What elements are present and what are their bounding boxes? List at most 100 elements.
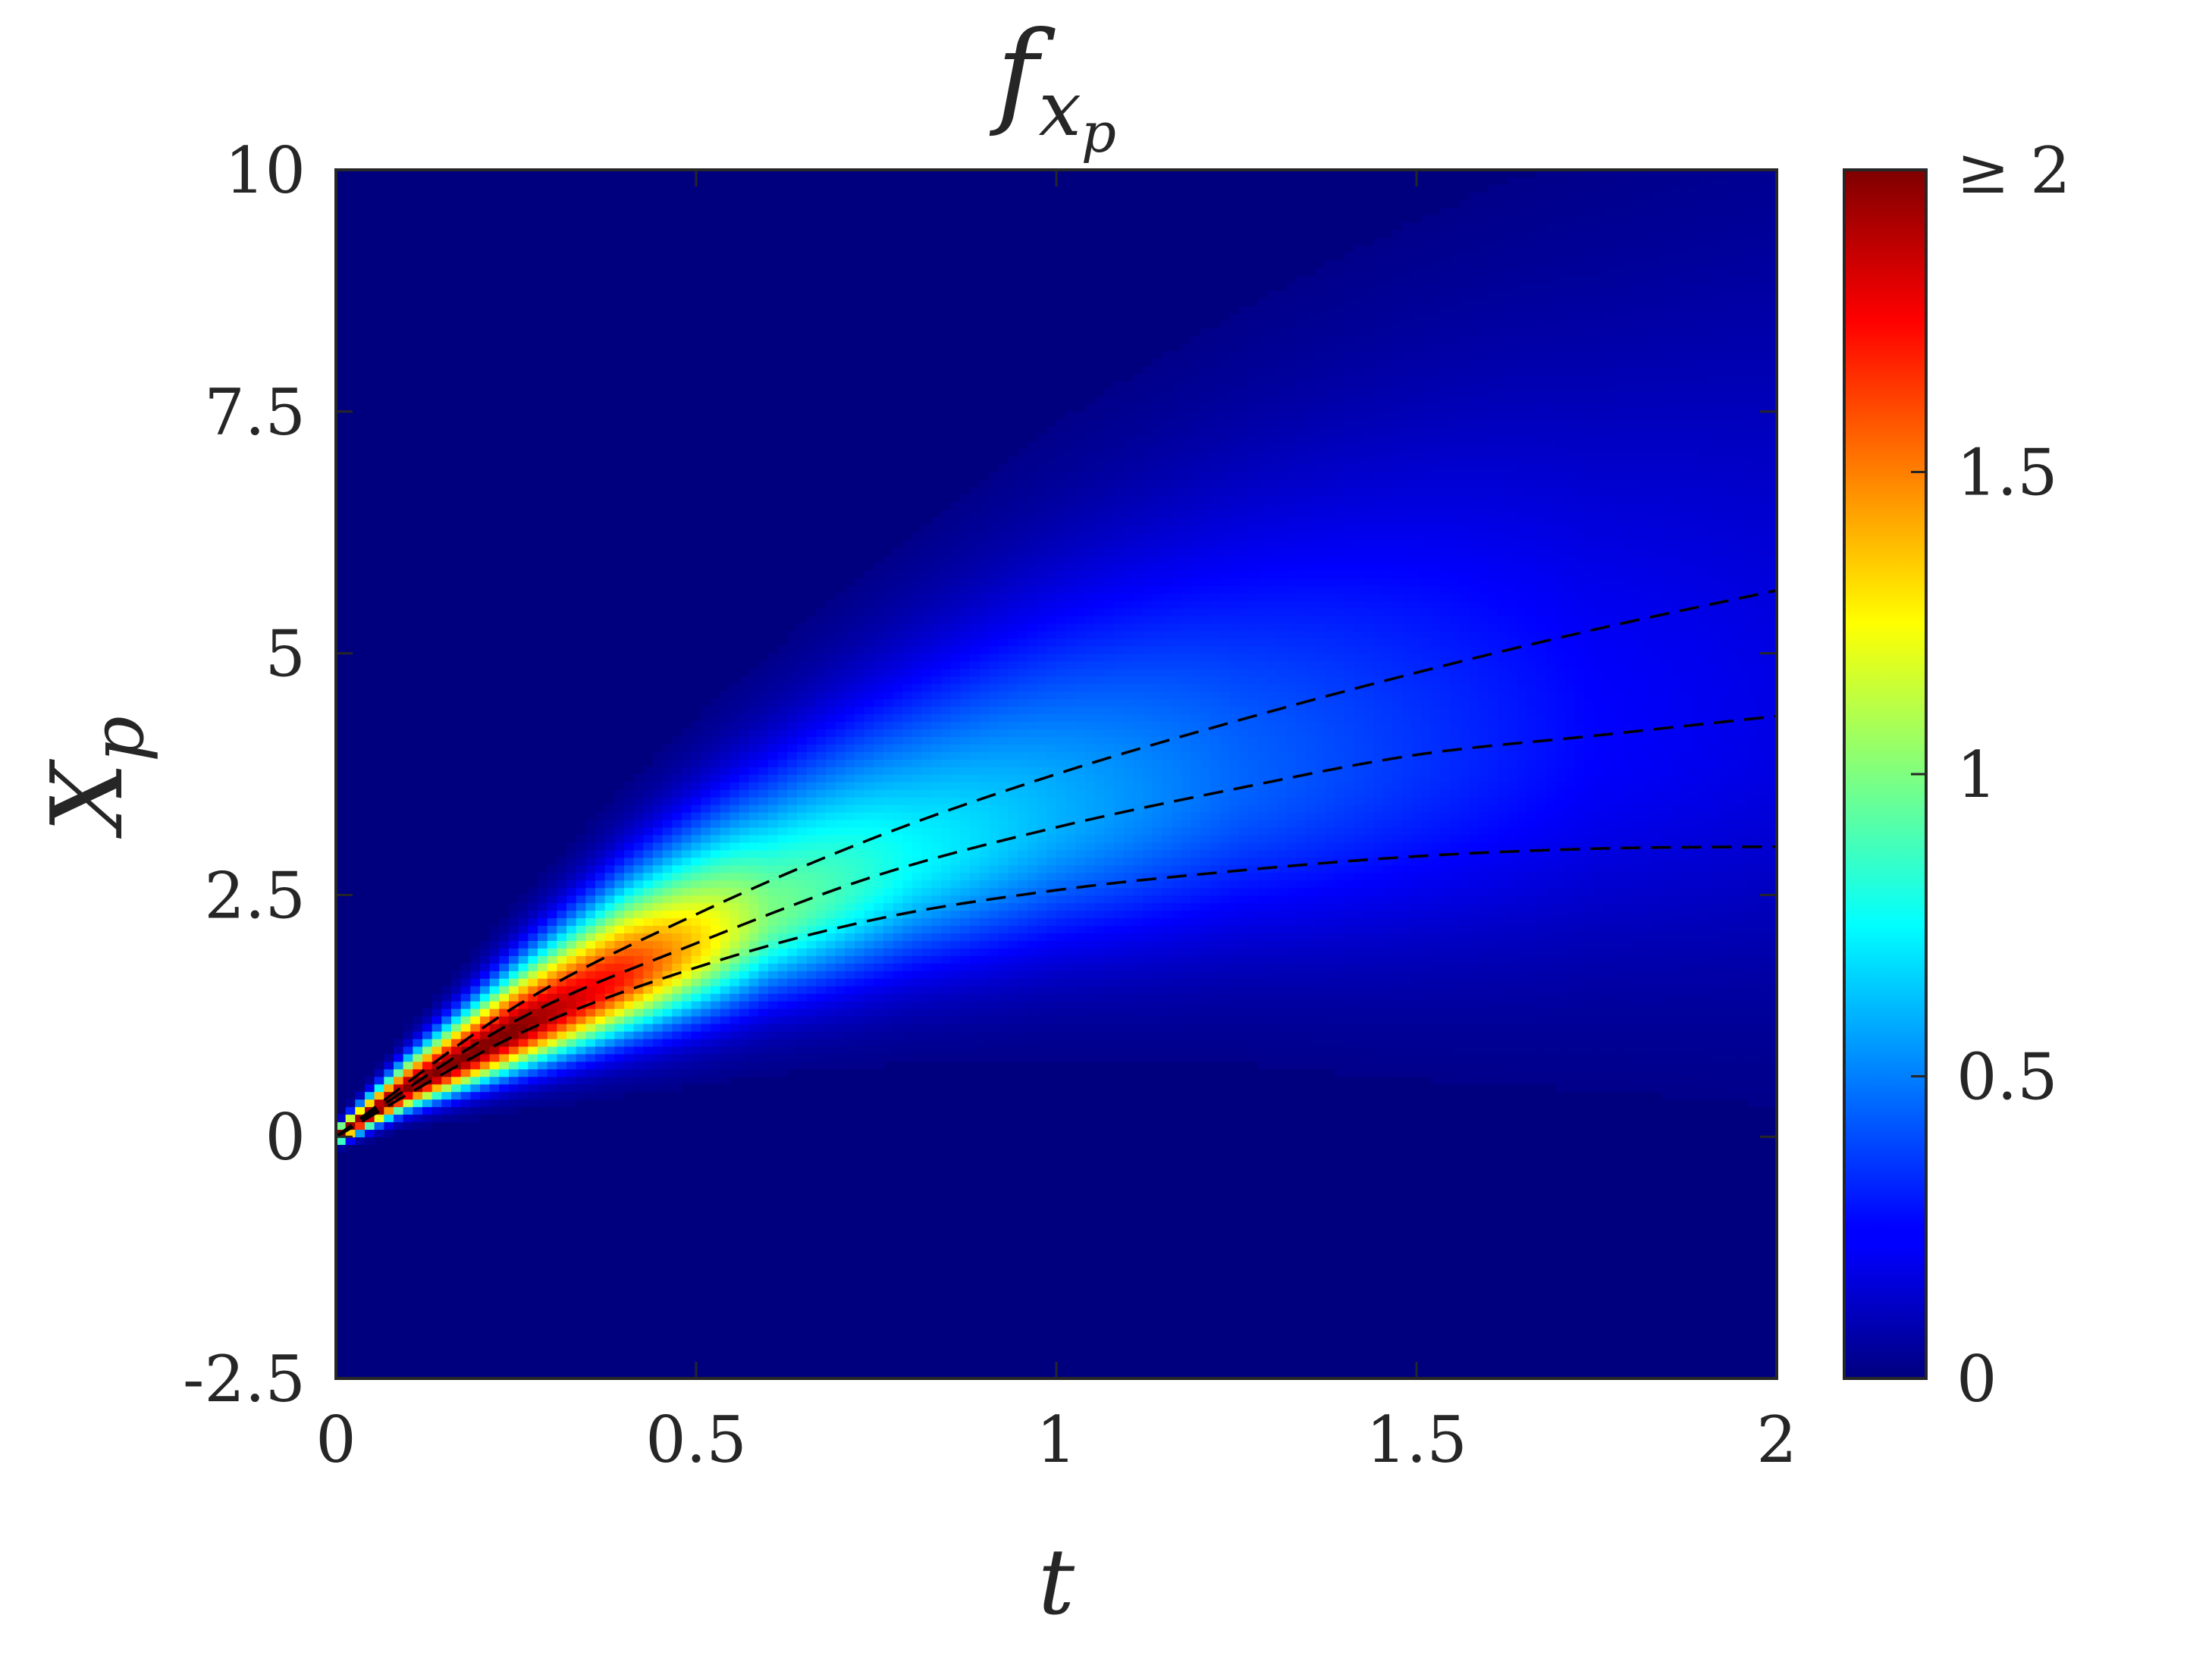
- heatmap-cell: [1104, 767, 1115, 775]
- heatmap-cell: [585, 1023, 596, 1032]
- heatmap-cell: [460, 1053, 472, 1062]
- heatmap-cell: [739, 864, 750, 873]
- heatmap-cell: [950, 940, 962, 949]
- heatmap-cell: [1181, 910, 1192, 919]
- heatmap-cell: [1143, 403, 1153, 412]
- heatmap-cell: [624, 811, 635, 820]
- heatmap-cell: [1094, 540, 1106, 548]
- heatmap-cell: [1123, 510, 1134, 519]
- heatmap-cell: [979, 570, 990, 579]
- heatmap-cell: [826, 706, 836, 715]
- heatmap-cell: [711, 910, 721, 919]
- heatmap-cell: [1046, 434, 1057, 443]
- heatmap-cell: [806, 691, 817, 700]
- heatmap-cell: [921, 540, 933, 548]
- heatmap-cell: [653, 1038, 664, 1047]
- heatmap-cell: [1056, 456, 1067, 466]
- heatmap-cell: [864, 570, 875, 579]
- heatmap-cell: [883, 1053, 894, 1062]
- heatmap-cell: [691, 842, 702, 851]
- heatmap-cell: [806, 1038, 817, 1047]
- heatmap-cell: [470, 963, 481, 971]
- heatmap-cell: [1172, 789, 1182, 798]
- heatmap-cell: [604, 1068, 616, 1077]
- heatmap-cell: [604, 971, 616, 979]
- heatmap-cell: [1133, 426, 1144, 435]
- heatmap-cell: [921, 804, 933, 813]
- heatmap-cell: [1018, 804, 1028, 813]
- heatmap-cell: [883, 744, 894, 752]
- heatmap-cell: [1162, 555, 1172, 563]
- heatmap-cell: [979, 517, 990, 526]
- heatmap-cell: [1123, 683, 1134, 692]
- heatmap-cell: [691, 955, 702, 964]
- heatmap-cell: [768, 736, 779, 745]
- heatmap-cell: [960, 849, 971, 858]
- heatmap-cell: [1123, 849, 1134, 858]
- heatmap-cell: [999, 1046, 1009, 1055]
- heatmap-cell: [643, 811, 654, 820]
- heatmap-cell: [960, 645, 971, 654]
- heatmap-cell: [855, 698, 865, 707]
- heatmap-cell: [1114, 479, 1125, 488]
- heatmap-cell: [720, 902, 731, 911]
- heatmap-cell: [1143, 660, 1153, 670]
- heatmap-cell: [624, 1061, 635, 1070]
- heatmap-cell: [653, 1046, 664, 1055]
- heatmap-cell: [643, 857, 654, 866]
- heatmap-cell: [912, 1000, 923, 1009]
- heatmap-cell: [624, 993, 635, 1002]
- heatmap-cell: [1152, 411, 1163, 420]
- heatmap-cell: [902, 925, 913, 934]
- heatmap-cell: [1200, 592, 1211, 601]
- heatmap-cell: [1085, 902, 1096, 911]
- heatmap-cell: [893, 676, 904, 685]
- heatmap-cell: [499, 1068, 510, 1077]
- heatmap-cell: [672, 1076, 682, 1085]
- heatmap-cell: [1018, 1038, 1028, 1047]
- heatmap-cell: [441, 1106, 452, 1115]
- heatmap-cell: [1104, 449, 1115, 458]
- heatmap-cell: [1104, 1000, 1115, 1009]
- heatmap-cell: [989, 736, 999, 745]
- heatmap-cell: [1075, 426, 1086, 435]
- heatmap-cell: [806, 872, 817, 881]
- heatmap-cell: [1037, 781, 1048, 790]
- heatmap-cell: [614, 933, 625, 941]
- heatmap-cell: [711, 948, 721, 956]
- heatmap-cell: [1037, 517, 1048, 526]
- heatmap-cell: [739, 1068, 750, 1077]
- heatmap-cell: [1133, 510, 1144, 519]
- heatmap-cell: [653, 1015, 664, 1024]
- heatmap-cell: [1018, 517, 1028, 526]
- heatmap-cell: [653, 925, 664, 934]
- heatmap-cell: [989, 510, 999, 519]
- heatmap-cell: [1172, 1015, 1182, 1024]
- heatmap-cell: [1191, 985, 1201, 994]
- heatmap-cell: [855, 993, 865, 1002]
- heatmap-cell: [691, 880, 702, 889]
- heatmap-cell: [585, 940, 596, 949]
- heatmap-cell: [768, 872, 779, 881]
- heatmap-cell: [682, 1008, 692, 1017]
- heatmap-cell: [979, 555, 990, 563]
- heatmap-cell: [701, 1076, 711, 1085]
- heatmap-cell: [979, 1053, 990, 1062]
- heatmap-cell: [739, 993, 750, 1002]
- heatmap-cell: [787, 729, 798, 737]
- heatmap-cell: [1028, 977, 1038, 986]
- heatmap-cell: [855, 910, 865, 919]
- heatmap-cell: [1018, 811, 1028, 820]
- heatmap-cell: [1028, 630, 1038, 639]
- heatmap-cell: [1191, 411, 1201, 420]
- heatmap-cell: [826, 811, 836, 820]
- heatmap-cell: [960, 1030, 971, 1040]
- heatmap-cell: [912, 744, 923, 752]
- heatmap-cell: [1152, 826, 1163, 836]
- heatmap-cell: [748, 691, 760, 700]
- heatmap-cell: [624, 872, 635, 881]
- heatmap-cell: [941, 826, 952, 836]
- heatmap-cell: [1162, 592, 1172, 601]
- heatmap-cell: [1046, 977, 1057, 986]
- heatmap-cell: [739, 767, 750, 775]
